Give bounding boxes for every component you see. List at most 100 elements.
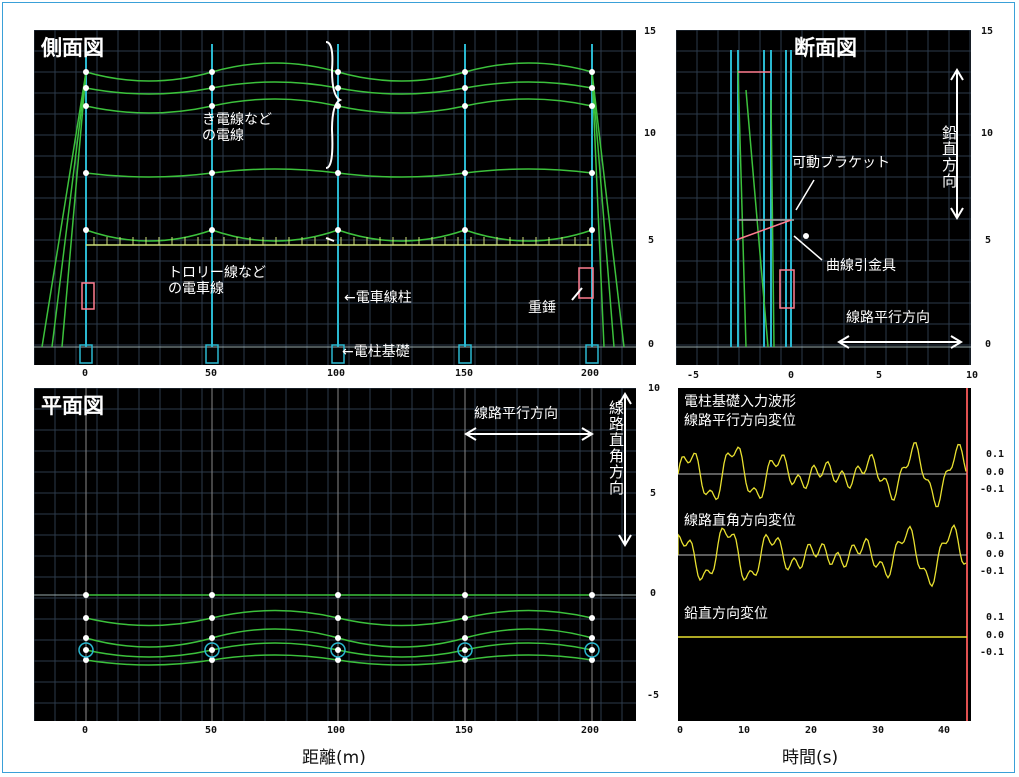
plan-node: [83, 657, 89, 663]
vertical-arrowheads: [950, 68, 964, 220]
weight-arrow: [571, 287, 583, 301]
perpendicular-displacement-label: 線路直角方向変位: [684, 513, 796, 529]
insulator-dot: [462, 170, 468, 176]
tension-weight: [779, 269, 795, 309]
cross-xtick-10: 10: [966, 370, 979, 381]
insulator-dot: [589, 103, 595, 109]
wave-xtick-0: 0: [677, 725, 684, 736]
insulator-dot: [209, 103, 215, 109]
wave2-tick-0: 0.0: [986, 549, 1005, 560]
plan-view-title: 平面図: [41, 394, 104, 418]
bracket-brace: [735, 219, 792, 241]
plan-node: [589, 657, 595, 663]
pull-off-arrow: [793, 235, 823, 261]
waveform-header: 電柱基礎入力波形: [684, 394, 796, 410]
plan-node: [589, 592, 595, 598]
plan-xtick-150: 150: [455, 725, 474, 736]
perpendicular-direction-label: 線路直角方向: [607, 400, 625, 496]
insulator-dot: [335, 69, 341, 75]
brace-mark: [325, 41, 343, 169]
anchor-wire: [591, 71, 615, 348]
plan-node: [335, 635, 341, 641]
insulator-dot: [209, 170, 215, 176]
side-xtick-0: 0: [82, 368, 89, 379]
wave-xtick-10: 10: [738, 725, 751, 736]
plan-node: [209, 615, 215, 621]
plan-node: [462, 635, 468, 641]
pole-base: [204, 642, 220, 658]
side-ytick-5: 5: [648, 235, 655, 246]
plan-xtick-100: 100: [327, 725, 346, 736]
plan-ytick-5: 5: [650, 488, 657, 499]
side-view-panel: 側面図 き電線など の電線 トロリー線など の電車線 ←電車線柱 ←電柱基礎 重…: [34, 30, 636, 365]
plan-node: [462, 592, 468, 598]
cross-ytick-15: 15: [981, 26, 994, 37]
parallel-arrowheads: [464, 427, 594, 441]
side-xtick-100: 100: [327, 368, 346, 379]
cross-section-title: 断面図: [794, 36, 857, 60]
plan-node: [589, 647, 595, 653]
plan-node: [209, 657, 215, 663]
wire: [770, 99, 775, 348]
plan-node: [462, 615, 468, 621]
tension-weight: [81, 282, 95, 310]
anchor-wire: [51, 71, 87, 348]
plan-xtick-200: 200: [581, 725, 600, 736]
side-xtick-50: 50: [205, 368, 218, 379]
wave1-tick-0: 0.0: [986, 467, 1005, 478]
cross-ytick-0: 0: [985, 339, 992, 350]
insulator-dot: [589, 69, 595, 75]
trolley-arrow: [325, 237, 335, 242]
wave-xtick-40: 40: [938, 725, 951, 736]
wave2-tick-n: -0.1: [980, 566, 1005, 577]
insulator-dot: [335, 170, 341, 176]
insulator-dot: [335, 85, 341, 91]
plan-node: [335, 657, 341, 663]
insulator-dot: [83, 227, 89, 233]
insulator-dot: [83, 103, 89, 109]
tension-weight: [578, 267, 594, 299]
plan-node: [335, 647, 341, 653]
wave3-tick-n: -0.1: [980, 647, 1005, 658]
insulator-dot: [209, 227, 215, 233]
plan-node: [209, 647, 215, 653]
insulator-dot: [462, 103, 468, 109]
cross-xtick-5: 5: [876, 370, 883, 381]
pole-annotation: ←電車線柱: [344, 290, 412, 306]
perpendicular-arrowheads: [618, 392, 632, 547]
pole-foundation: [79, 344, 93, 364]
parallel-displacement-label: 線路平行方向変位: [684, 413, 796, 429]
plan-node: [462, 657, 468, 663]
foundation-annotation: ←電柱基礎: [342, 344, 410, 360]
plan-node: [335, 592, 341, 598]
plan-node: [589, 615, 595, 621]
wave3-tick-0: 0.0: [986, 630, 1005, 641]
insulator-dot: [335, 227, 341, 233]
wave3-tick-p: 0.1: [986, 612, 1005, 623]
time-axis-label: 時間(s): [782, 748, 839, 768]
parallel-arrowheads: [837, 335, 963, 349]
side-xtick-150: 150: [455, 368, 474, 379]
side-ytick-0: 0: [648, 339, 655, 350]
plan-node: [462, 647, 468, 653]
parallel-direction-label: 線路平行方向: [846, 310, 930, 326]
wave-xtick-30: 30: [872, 725, 885, 736]
cross-xtick-m5: -5: [687, 370, 700, 381]
side-view-plot: [34, 30, 636, 365]
weight-annotation: 重錘: [528, 300, 556, 316]
insulator-dot: [589, 170, 595, 176]
pull-off-dot: [803, 233, 809, 239]
waveform-panel: 電柱基礎入力波形 線路平行方向変位 線路直角方向変位 鉛直方向変位: [678, 388, 971, 721]
plan-parallel-direction-label: 線路平行方向: [474, 406, 558, 422]
bracket-arrow: [795, 179, 815, 211]
anchor-wire: [591, 71, 605, 348]
plan-node: [83, 647, 89, 653]
insulator-dot: [589, 227, 595, 233]
plan-view-panel: 平面図 線路平行方向 線路直角方向: [34, 388, 636, 721]
plan-node: [209, 592, 215, 598]
insulator-dot: [209, 85, 215, 91]
wave2-tick-p: 0.1: [986, 531, 1005, 542]
wave1-tick-n: -0.1: [980, 484, 1005, 495]
plan-node: [83, 592, 89, 598]
